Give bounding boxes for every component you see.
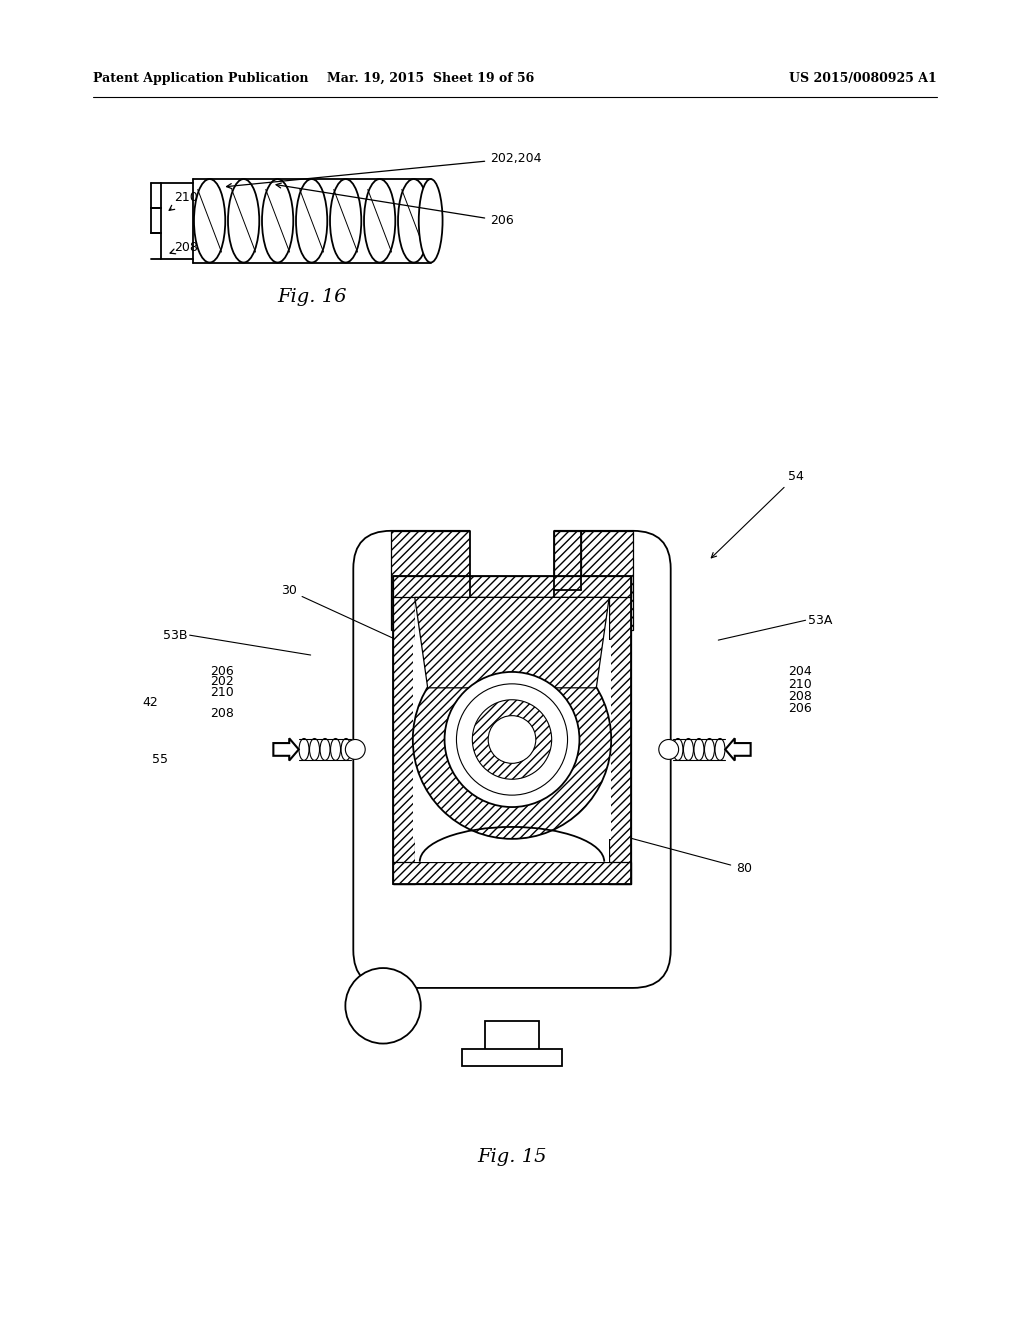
Text: 42: 42: [142, 696, 158, 709]
Polygon shape: [725, 738, 751, 760]
Bar: [554, 531, 582, 590]
Text: 210: 210: [169, 191, 198, 210]
Bar: [484, 1020, 540, 1051]
Ellipse shape: [419, 180, 442, 263]
Text: 202,204: 202,204: [226, 152, 542, 189]
Text: 53A: 53A: [808, 614, 831, 627]
Bar: [554, 531, 582, 590]
Bar: [393, 862, 631, 883]
Text: Patent Application Publication: Patent Application Publication: [93, 73, 309, 86]
Circle shape: [444, 672, 580, 807]
Bar: [415, 598, 609, 862]
Bar: [470, 525, 554, 630]
Bar: [393, 576, 631, 883]
FancyBboxPatch shape: [353, 531, 671, 987]
Text: 206: 206: [276, 183, 514, 227]
Text: 53B: 53B: [163, 628, 187, 642]
Text: 30: 30: [281, 583, 459, 668]
Text: 34: 34: [510, 574, 539, 598]
Text: 204: 204: [787, 665, 811, 678]
Text: Mar. 19, 2015  Sheet 19 of 56: Mar. 19, 2015 Sheet 19 of 56: [327, 73, 535, 86]
Ellipse shape: [330, 180, 361, 263]
Bar: [393, 576, 631, 598]
Bar: [609, 576, 631, 883]
Polygon shape: [415, 598, 609, 688]
Circle shape: [472, 700, 552, 779]
Ellipse shape: [228, 180, 259, 263]
Bar: [554, 531, 633, 630]
Bar: [609, 640, 611, 840]
Bar: [415, 840, 609, 862]
Bar: [161, 183, 193, 259]
Bar: [391, 531, 470, 630]
Text: 54: 54: [712, 470, 804, 558]
Text: 210: 210: [211, 686, 234, 700]
Circle shape: [345, 739, 366, 759]
Bar: [391, 531, 470, 630]
Text: Fig. 15: Fig. 15: [477, 1148, 547, 1166]
Text: 208: 208: [210, 708, 234, 721]
Text: 202: 202: [211, 676, 234, 688]
Circle shape: [413, 640, 611, 840]
Text: 210: 210: [787, 678, 811, 692]
Text: Fig. 16: Fig. 16: [276, 288, 346, 306]
Bar: [463, 1048, 561, 1067]
Text: 55: 55: [152, 752, 168, 766]
Bar: [554, 531, 633, 630]
Text: 206: 206: [211, 665, 234, 678]
Text: 208: 208: [170, 242, 198, 255]
Ellipse shape: [364, 180, 395, 263]
Circle shape: [488, 715, 536, 763]
Bar: [413, 640, 415, 840]
Polygon shape: [273, 738, 299, 760]
Text: US 2015/0080925 A1: US 2015/0080925 A1: [788, 73, 937, 86]
Ellipse shape: [398, 180, 429, 263]
Bar: [393, 576, 415, 883]
Text: 206: 206: [787, 702, 811, 715]
Ellipse shape: [296, 180, 328, 263]
Ellipse shape: [194, 180, 225, 263]
Circle shape: [658, 739, 679, 759]
Text: 80: 80: [600, 829, 753, 875]
Ellipse shape: [262, 180, 293, 263]
Text: 208: 208: [787, 690, 812, 704]
Circle shape: [457, 684, 567, 795]
Circle shape: [345, 968, 421, 1044]
